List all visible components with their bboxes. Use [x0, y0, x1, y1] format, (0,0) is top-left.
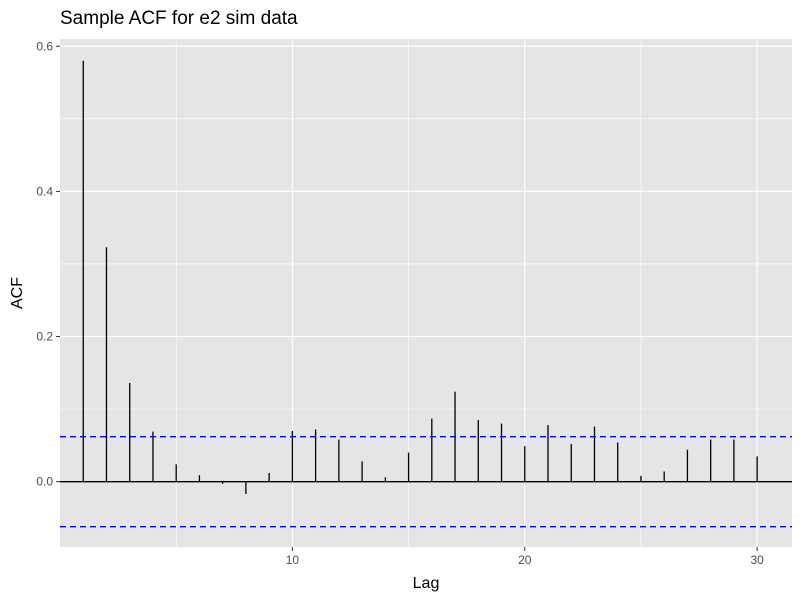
chart-title: Sample ACF for e2 sim data — [60, 8, 298, 29]
x-axis-title: Lag — [413, 575, 440, 592]
y-tick-label: 0.6 — [36, 39, 53, 53]
x-tick-label: 10 — [286, 553, 300, 567]
y-axis: 0.0 0.2 0.4 0.6 — [36, 39, 60, 489]
x-tick-label: 20 — [518, 553, 532, 567]
x-tick-label: 30 — [750, 553, 764, 567]
x-axis: 10 20 30 — [286, 547, 764, 567]
y-tick-label: 0.2 — [36, 330, 53, 344]
minor-gridlines — [60, 39, 792, 555]
plot-panel — [60, 39, 792, 547]
y-tick-label: 0.0 — [36, 475, 53, 489]
confidence-bounds — [60, 435, 792, 528]
y-axis-title: ACF — [9, 277, 26, 309]
acf-spikes — [82, 60, 758, 495]
y-tick-label: 0.4 — [36, 184, 53, 198]
